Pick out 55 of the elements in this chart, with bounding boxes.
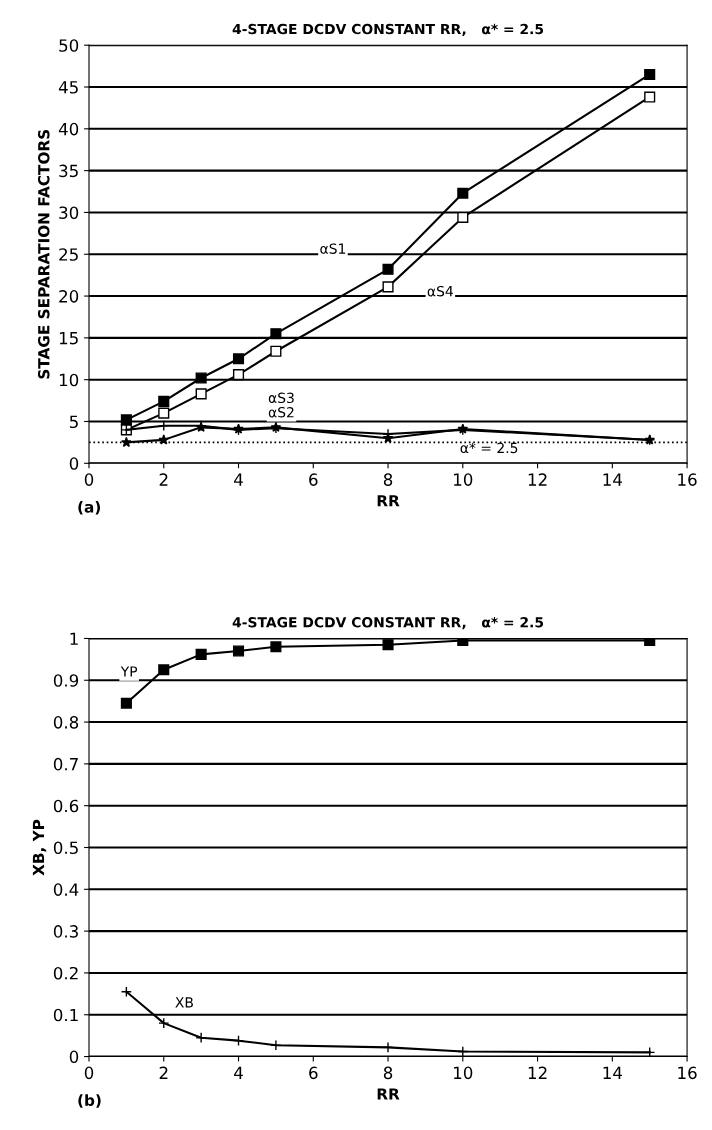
y-tick-label: 0.1 bbox=[53, 1008, 78, 1022]
x-tick-label: 6 bbox=[309, 473, 318, 486]
x-tick-label: 8 bbox=[383, 1066, 393, 1080]
series-label: αS3 bbox=[268, 392, 294, 404]
x-tick-label: 14 bbox=[603, 1066, 622, 1079]
y-tick-label: 0.8 bbox=[53, 716, 79, 729]
y-tick-label: 0.5 bbox=[53, 841, 78, 855]
y-tick-label: 0.4 bbox=[53, 883, 79, 896]
text: αS1 bbox=[320, 243, 346, 254]
y-tick-label: 0.9 bbox=[53, 674, 79, 687]
text: (b) bbox=[78, 1094, 101, 1108]
x-tick-label: 6 bbox=[309, 1066, 318, 1080]
x-tick-label: 16 bbox=[678, 1066, 697, 1080]
y-tick-label: 0.7 bbox=[53, 757, 78, 771]
y-tick-label: 25 bbox=[59, 248, 78, 261]
x-tick-label: 4 bbox=[234, 473, 243, 486]
x-tick-label: 16 bbox=[678, 473, 697, 486]
x-tick-label: 10 bbox=[454, 1066, 473, 1080]
y-tick-label: 0.6 bbox=[53, 799, 79, 813]
y-axis-title: XB, YP bbox=[32, 819, 47, 876]
x-tick-label: 12 bbox=[528, 473, 547, 486]
x-tick-label: 10 bbox=[454, 473, 473, 486]
chart-title: 4-STAGE DCDV CONSTANT RR, α* = 2.5 bbox=[232, 617, 544, 630]
x-axis-title: RR bbox=[377, 1088, 400, 1100]
y-tick-label: 0.2 bbox=[53, 966, 78, 980]
y-tick-label: 15 bbox=[59, 332, 78, 345]
y-tick-label: 30 bbox=[59, 206, 79, 220]
x-tick-label: 2 bbox=[159, 1066, 168, 1079]
y-tick-label: 35 bbox=[59, 164, 78, 178]
x-tick-label: 14 bbox=[603, 473, 622, 486]
y-tick-label: 45 bbox=[58, 81, 78, 94]
x-tick-label: 8 bbox=[383, 473, 393, 486]
y-tick-label: 0.3 bbox=[53, 925, 78, 938]
ref-line-label: α* = 2.5 bbox=[460, 442, 518, 454]
y-tick-label: 50 bbox=[59, 39, 79, 52]
y-tick-label: 20 bbox=[59, 290, 79, 303]
y-tick-label: 5 bbox=[69, 415, 78, 429]
y-axis-title: STAGE SEPARATION FACTORS bbox=[38, 129, 50, 379]
text: (a) bbox=[78, 500, 100, 515]
x-tick-label: 4 bbox=[234, 1066, 243, 1079]
x-axis-title: RR bbox=[377, 495, 400, 507]
x-tick-label: 0 bbox=[84, 473, 94, 486]
x-tick-label: 2 bbox=[159, 473, 168, 486]
series-label: αS4 bbox=[427, 285, 453, 297]
y-tick-label: 0 bbox=[69, 457, 79, 470]
series-label: YP bbox=[120, 666, 138, 677]
x-tick-label: 12 bbox=[528, 1066, 547, 1079]
y-tick-label: 0 bbox=[69, 1050, 79, 1064]
series-label: αS2 bbox=[268, 406, 294, 418]
x-tick-label: 0 bbox=[84, 1066, 94, 1080]
chart-title: 4-STAGE DCDV CONSTANT RR, α* = 2.5 bbox=[232, 23, 544, 37]
y-tick-label: 40 bbox=[58, 122, 79, 136]
y-tick-label: 1 bbox=[70, 632, 78, 645]
y-tick-label: 10 bbox=[59, 373, 79, 387]
series-label: XB bbox=[175, 997, 193, 1008]
